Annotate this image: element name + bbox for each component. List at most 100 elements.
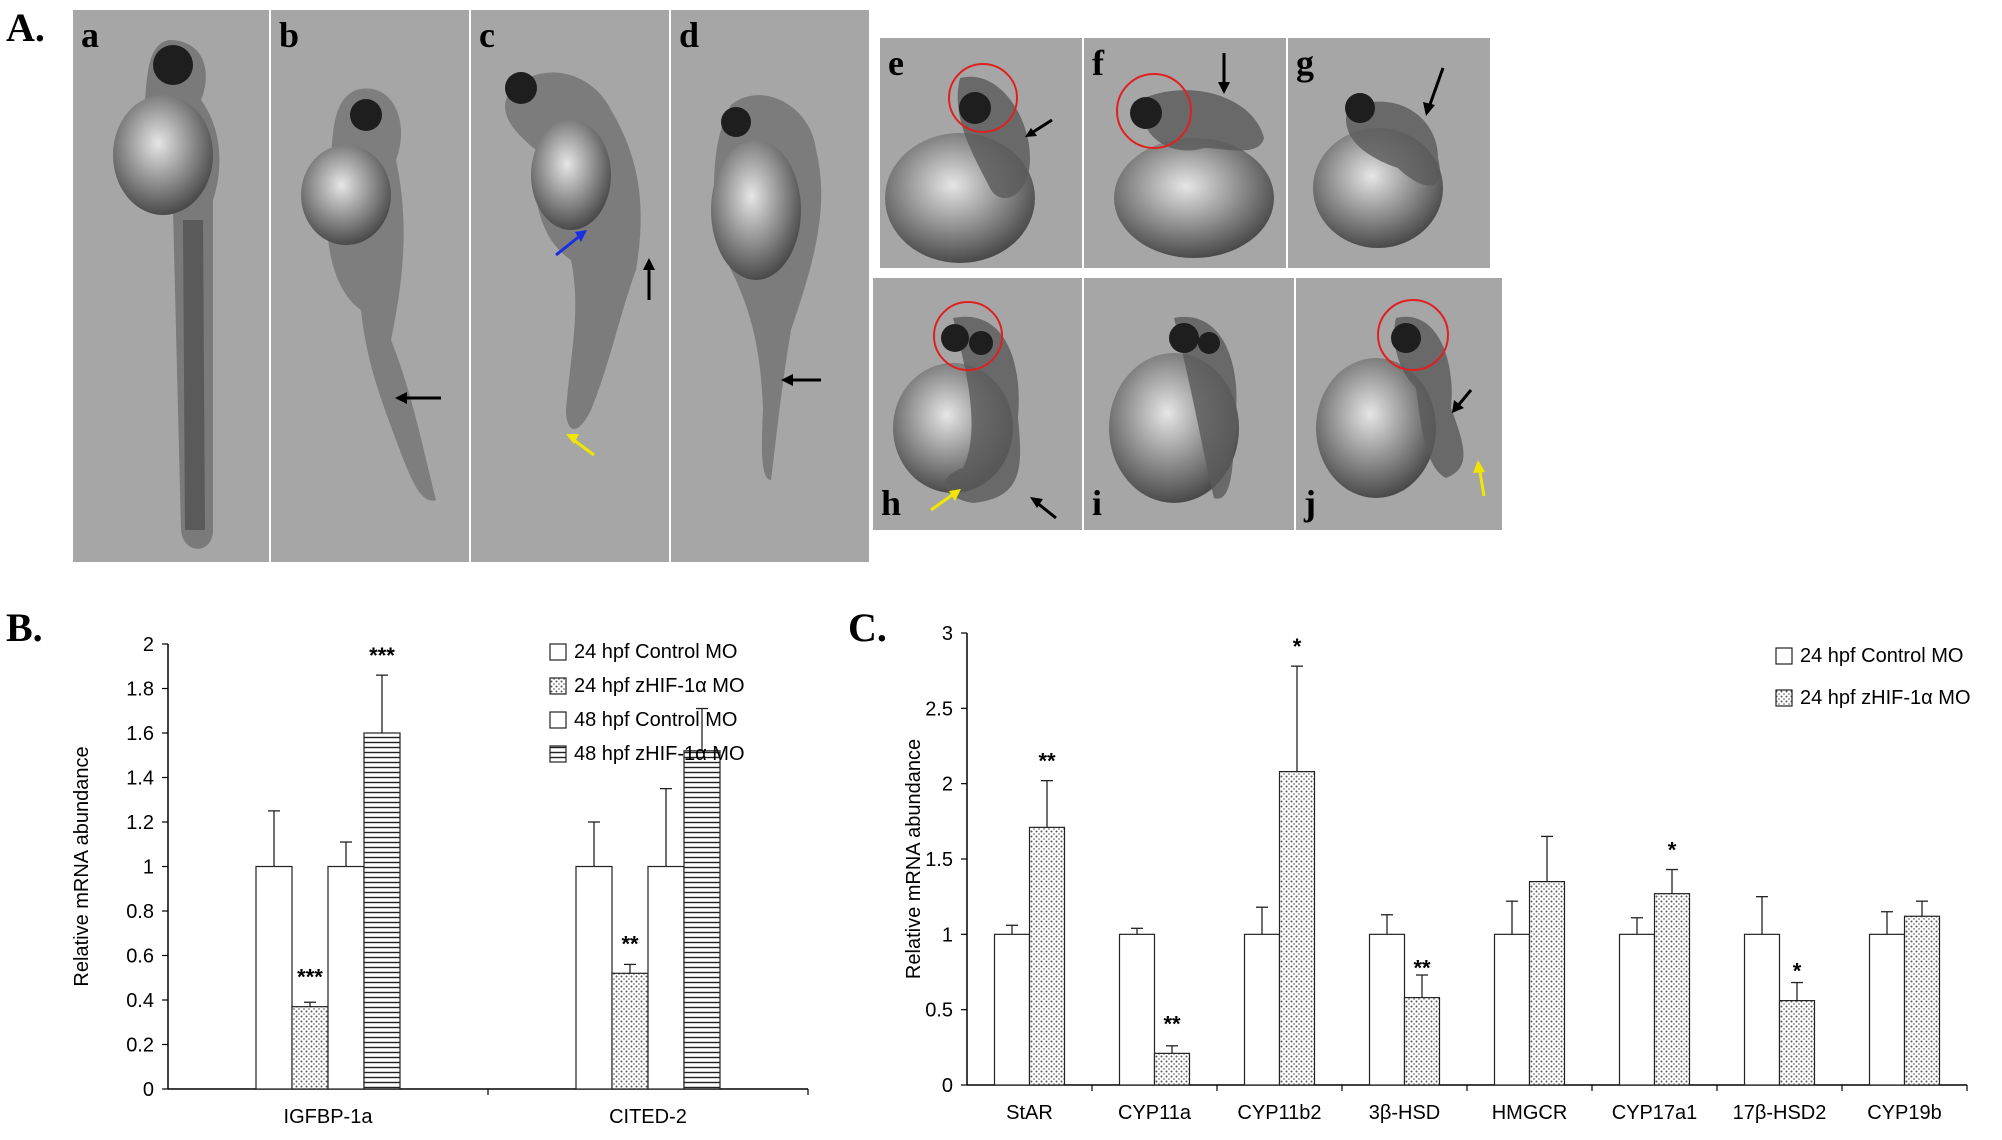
arrows-b bbox=[395, 392, 441, 404]
x-tick-label: CYP17a1 bbox=[1612, 1102, 1698, 1124]
sub-label-d: d bbox=[679, 15, 700, 55]
sub-label-h: h bbox=[881, 483, 902, 523]
bar bbox=[1618, 933, 1656, 1086]
legend-label: 24 hpf zHIF-1α MO bbox=[1800, 687, 1971, 709]
y-tick-label: 1.8 bbox=[126, 679, 154, 701]
y-tick-label: 0.4 bbox=[126, 990, 154, 1012]
y-axis-label: Relative mRNA abundance bbox=[71, 746, 93, 986]
bar bbox=[1528, 881, 1566, 1086]
yellow-arrow-head bbox=[566, 434, 579, 444]
y-tick-label: 1.5 bbox=[925, 849, 953, 871]
red-circle bbox=[948, 63, 1018, 133]
arrows-j bbox=[1377, 299, 1486, 497]
black-arrow-head bbox=[395, 392, 407, 404]
embryo-i-drawing bbox=[1109, 316, 1239, 503]
legend-swatch bbox=[549, 711, 567, 729]
red-circle bbox=[1116, 73, 1192, 149]
black-arrow-head bbox=[1423, 102, 1435, 116]
embryo-f-drawing bbox=[1114, 90, 1274, 258]
x-tick-label: CYP11a bbox=[1118, 1102, 1192, 1124]
y-tick-label: 2 bbox=[143, 634, 154, 656]
bar bbox=[327, 865, 365, 1090]
black-arrow-head bbox=[1025, 128, 1037, 137]
y-tick-label: 0.5 bbox=[925, 1000, 953, 1022]
yellow-arrow-head bbox=[1473, 460, 1485, 473]
bar bbox=[1368, 933, 1406, 1086]
x-tick-label: CITED-2 bbox=[609, 1106, 687, 1128]
arrows-h bbox=[930, 301, 1057, 520]
x-tick-label: 17β-HSD2 bbox=[1733, 1102, 1827, 1124]
bar bbox=[1903, 915, 1941, 1086]
y-tick-label: 0 bbox=[942, 1075, 953, 1097]
sub-label-b: b bbox=[279, 15, 300, 55]
y-tick-label: 1 bbox=[942, 924, 953, 946]
red-circle bbox=[933, 301, 1003, 371]
black-arrow bbox=[1426, 67, 1445, 111]
bar bbox=[1278, 771, 1316, 1086]
significance-label: *** bbox=[369, 643, 395, 668]
legend-swatch bbox=[1775, 689, 1793, 707]
bar bbox=[1743, 933, 1781, 1086]
black-arrow bbox=[1035, 500, 1057, 520]
bar bbox=[1028, 826, 1066, 1086]
y-tick-label: 0.8 bbox=[126, 901, 154, 923]
black-arrow-head bbox=[1030, 497, 1043, 508]
embryo-image-b: b bbox=[271, 10, 469, 562]
bar bbox=[1868, 933, 1906, 1086]
arrows-g bbox=[1423, 67, 1445, 116]
y-tick-label: 2 bbox=[942, 774, 953, 796]
blue-arrow bbox=[555, 233, 582, 257]
y-tick-label: 0.2 bbox=[126, 1035, 154, 1057]
significance-label: ** bbox=[1413, 956, 1431, 981]
y-tick-label: 1.6 bbox=[126, 723, 154, 745]
yellow-arrow bbox=[930, 491, 956, 512]
y-axis-label: Relative mRNA abundance bbox=[903, 739, 925, 979]
x-tick-label: CYP11b2 bbox=[1237, 1102, 1321, 1124]
arrows-f bbox=[1116, 53, 1230, 149]
embryo-image-j: j bbox=[1296, 278, 1502, 530]
panel-label-c: C. bbox=[848, 605, 887, 650]
bar bbox=[291, 1006, 329, 1090]
significance-label: * bbox=[1668, 838, 1677, 863]
legend-swatch bbox=[549, 745, 567, 763]
sub-label-i: i bbox=[1092, 483, 1103, 523]
y-tick-label: 1 bbox=[143, 857, 154, 879]
embryo-image-e: e bbox=[880, 38, 1082, 268]
bar bbox=[363, 732, 401, 1090]
panel-label-b: B. bbox=[6, 605, 43, 650]
chart-b: 0 0.2 0.4 0.6 0.8 1 1.2 1.4 1.6 1.8 2 Relative mRNA… bbox=[71, 634, 809, 1128]
embryo-j-drawing bbox=[1316, 316, 1464, 498]
chart-c: 0 0.5 1 1.5 2 2.5 3 Relative mRNA abundance StAR… bbox=[903, 623, 1971, 1124]
significance-label: ** bbox=[621, 931, 639, 956]
embryo-c-drawing bbox=[505, 72, 641, 429]
x-tick-label: StAR bbox=[1006, 1102, 1053, 1124]
significance-label: * bbox=[1793, 959, 1802, 984]
bar bbox=[683, 750, 721, 1090]
x-tick-label: 3β-HSD bbox=[1369, 1102, 1441, 1124]
bar bbox=[1403, 997, 1441, 1086]
legend-label: 24 hpf zHIF-1α MO bbox=[574, 675, 745, 697]
bar bbox=[1653, 893, 1691, 1086]
bar bbox=[1778, 1000, 1816, 1086]
embryo-image-a: a bbox=[73, 10, 269, 562]
y-tick-label: 3 bbox=[942, 623, 953, 645]
arrows-e bbox=[948, 63, 1053, 137]
legend-label: 48 hpf zHIF-1α MO bbox=[574, 743, 745, 765]
sub-label-c: c bbox=[479, 15, 495, 55]
embryo-image-g: g bbox=[1288, 38, 1490, 268]
arrows-c bbox=[555, 230, 655, 457]
legend-swatch bbox=[549, 677, 567, 695]
x-tick-label: CYP19b bbox=[1867, 1102, 1942, 1124]
y-tick-label: 0 bbox=[143, 1079, 154, 1101]
y-tick-label: 2.5 bbox=[925, 698, 953, 720]
significance-label: * bbox=[1293, 634, 1302, 659]
embryo-image-d: d bbox=[671, 10, 869, 562]
bar bbox=[1118, 933, 1156, 1086]
embryo-image-c: c bbox=[471, 10, 669, 562]
x-tick-label: HMGCR bbox=[1492, 1102, 1568, 1124]
sub-label-g: g bbox=[1296, 43, 1314, 83]
sub-label-j: j bbox=[1304, 483, 1316, 523]
embryo-e-drawing bbox=[885, 76, 1035, 263]
embryo-g-drawing bbox=[1313, 93, 1443, 248]
bar bbox=[1243, 933, 1281, 1086]
